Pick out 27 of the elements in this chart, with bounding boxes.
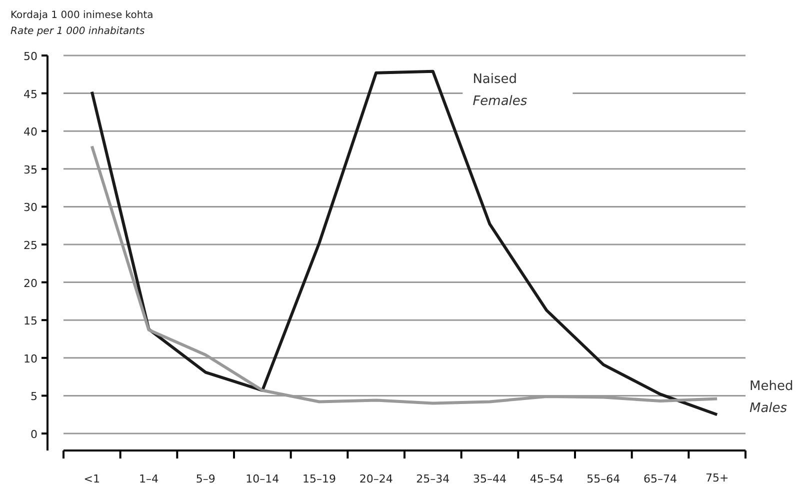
y-tick-label: 40	[24, 126, 38, 139]
y-tick-label: 0	[30, 428, 38, 441]
series-label: Naised Females	[472, 72, 528, 109]
y-tick-label: 5	[30, 390, 38, 404]
x-tick-label: 20–24	[359, 472, 393, 486]
y-tick-label: 45	[24, 88, 38, 101]
y-tick-label: 20	[24, 276, 38, 290]
y-tick-label: 25	[24, 239, 38, 252]
text: Mehed Males	[750, 379, 794, 416]
x-tick-label: 10–14	[246, 472, 280, 486]
y-axis-title: Kordaja 1 000 inimese kohta Rate per 1 000 inhabitants	[10, 10, 154, 37]
line-series	[90, 70, 719, 416]
x-tick-label: 45–54	[530, 472, 564, 486]
x-tick-label: 25–34	[416, 472, 450, 486]
x-tick-label: 75+	[705, 472, 729, 484]
x-tick-label: 15–19	[302, 472, 336, 486]
x-tick-label: 1–4	[139, 472, 158, 486]
x-tick-label: 55–64	[586, 472, 620, 486]
x-tick-label: 5–9	[196, 472, 216, 486]
y-tick-label: 15	[24, 314, 38, 328]
x-tick-label: 35–44	[473, 472, 507, 486]
x-tick-label: 65–74	[644, 472, 678, 486]
y-tick-label: 10	[24, 352, 38, 366]
x-tick-label: <1	[84, 472, 100, 486]
y-tick-label: 30	[24, 201, 38, 214]
y-tick-label: 35	[24, 163, 38, 176]
y-tick-label: 50	[24, 50, 38, 63]
